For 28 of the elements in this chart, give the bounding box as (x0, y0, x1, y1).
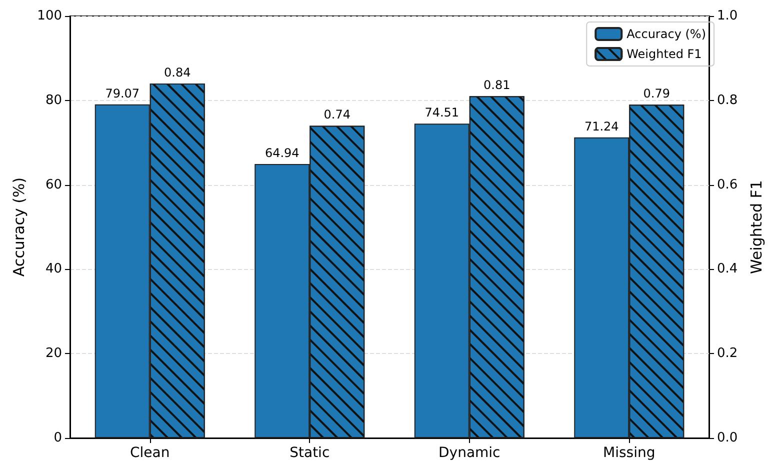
y2-tick-label: 1.0 (717, 8, 738, 24)
y2-tick-label: 0.8 (717, 92, 738, 108)
y-axis-title: Accuracy (%) (10, 177, 28, 277)
data-label: 64.94 (264, 146, 300, 160)
y2-tick-label: 0.6 (717, 177, 738, 192)
x-tick-label: Clean (130, 445, 170, 461)
data-label: 79.07 (105, 86, 140, 100)
legend-label: Accuracy (%) (626, 27, 706, 41)
data-label: 0.79 (643, 86, 670, 101)
data-label: 0.81 (484, 78, 510, 92)
y-tick-label: 60 (45, 177, 62, 192)
data-label: 0.84 (164, 66, 191, 80)
y-tick-label: 40 (45, 262, 62, 277)
data-label: 71.24 (584, 119, 619, 134)
y-tick-label: 100 (37, 8, 62, 24)
data-label: 74.51 (424, 106, 460, 120)
x-tick-label: Static (290, 445, 330, 461)
x-tick-label: Missing (603, 445, 656, 461)
legend-label: Weighted F1 (626, 47, 702, 61)
y2-tick-label: 0.0 (717, 430, 738, 446)
y2-tick-label: 0.2 (717, 346, 738, 362)
y-tick-label: 20 (45, 346, 62, 362)
y2-tick-label: 0.4 (717, 262, 738, 277)
y2-axis-title: Weighted F1 (748, 180, 766, 274)
x-tick-label: Dynamic (438, 445, 500, 461)
y-tick-label: 0 (54, 430, 62, 446)
y-tick-label: 80 (45, 92, 62, 108)
data-label: 0.74 (324, 108, 350, 122)
